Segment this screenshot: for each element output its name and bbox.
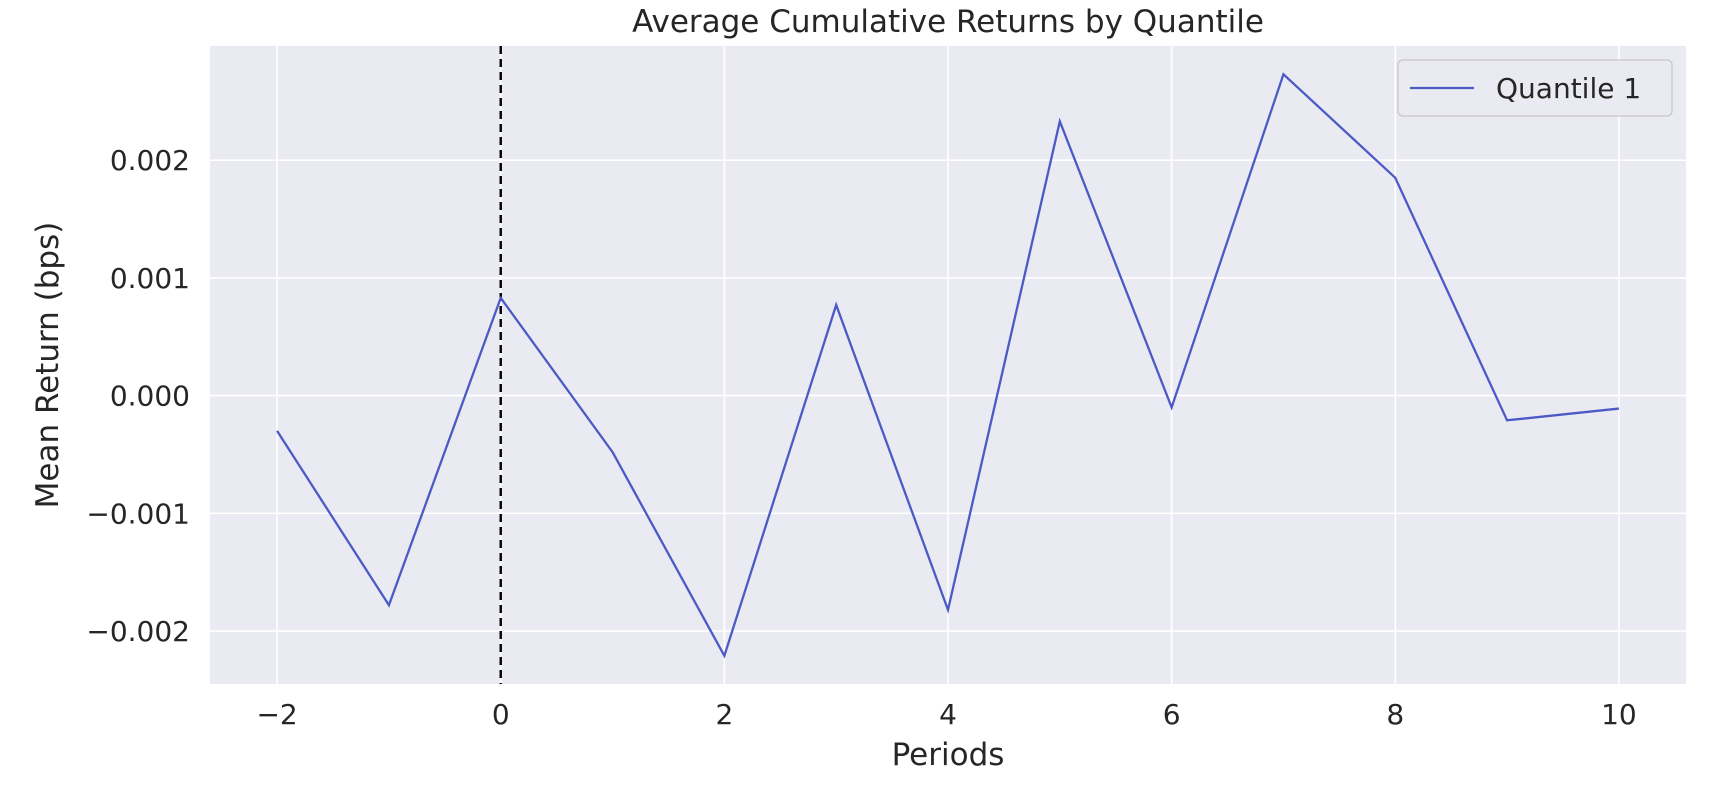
y-tick-label: 0.001 xyxy=(110,262,190,295)
legend-box xyxy=(1397,59,1673,117)
y-axis-label: Mean Return (bps) xyxy=(30,222,66,509)
x-tick-label: 0 xyxy=(492,698,510,731)
x-tick-label: 8 xyxy=(1386,698,1404,731)
chart-title: Average Cumulative Returns by Quantile xyxy=(632,4,1264,40)
x-tick-label: 6 xyxy=(1163,698,1181,731)
series-line-1 xyxy=(276,72,1620,659)
legend-label: Quantile 1 xyxy=(1496,72,1641,105)
legend: Quantile 1 xyxy=(1397,59,1673,117)
x-tick-label: −2 xyxy=(256,698,297,731)
y-tick-label: −0.001 xyxy=(86,497,190,530)
y-tick-label: 0.000 xyxy=(110,380,190,413)
x-tick-label: 10 xyxy=(1601,698,1637,731)
x-tick-label: 4 xyxy=(939,698,957,731)
y-tick-label: −0.002 xyxy=(86,615,190,648)
series-layer xyxy=(276,72,1620,659)
tick-labels: −2 0 2 4 6 8 10 −0.002 −0.001 0.000 0.001 0.002 xyxy=(86,144,1636,731)
x-tick-label: 2 xyxy=(715,698,733,731)
y-tick-label: 0.002 xyxy=(110,144,190,177)
x-axis-label: Periods xyxy=(892,737,1005,773)
grid-lines xyxy=(210,46,1686,684)
